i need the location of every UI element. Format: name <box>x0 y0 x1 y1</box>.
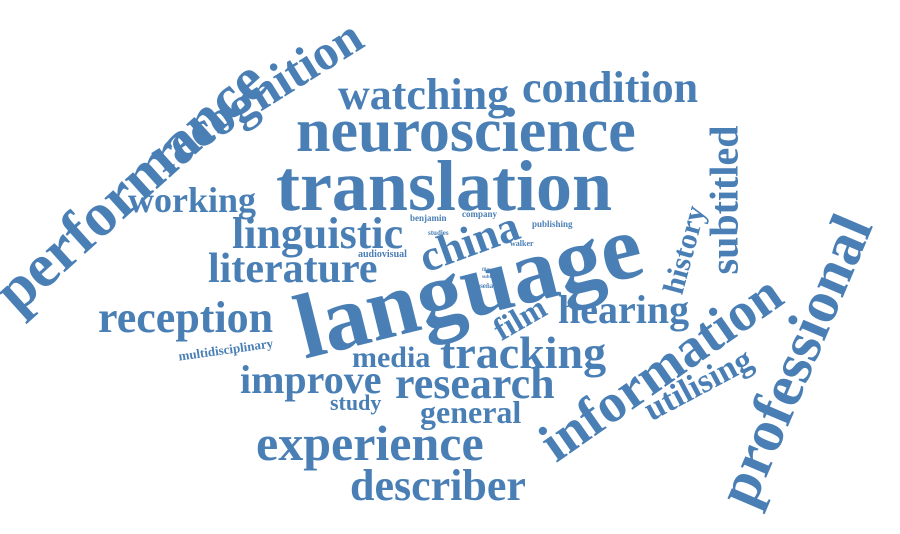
word-research: research <box>395 359 555 408</box>
word-company: company <box>462 209 498 219</box>
word-experience: experience <box>256 415 484 471</box>
word-reception: reception <box>98 293 274 342</box>
word-study: study <box>330 390 382 415</box>
word-resena: reseña <box>474 282 494 290</box>
word-publishing: publishing <box>532 219 573 229</box>
word-working: working <box>128 180 257 220</box>
word-tiny-a: films <box>482 268 493 273</box>
word-linguistic: linguistic <box>232 209 404 258</box>
word-tiny-b: subti <box>482 275 493 280</box>
word-media: media <box>352 341 431 374</box>
word-subtitled: subtitled <box>701 125 747 275</box>
word-condition: condition <box>522 63 699 112</box>
word-benjamin: benjamin <box>410 213 447 223</box>
word-general: general <box>420 394 522 430</box>
word-neuroscience: neuroscience <box>296 97 636 165</box>
word-walker: walker <box>510 239 534 248</box>
word-translation: translation <box>276 146 613 226</box>
word-hearing: hearing <box>558 287 690 332</box>
word-watching: watching <box>338 70 510 119</box>
word-literature: literature <box>208 246 378 292</box>
word-describer: describer <box>350 461 526 510</box>
word-studies: studies <box>428 229 449 237</box>
word-tracking: tracking <box>440 327 607 378</box>
word-improve: improve <box>240 357 382 402</box>
word-audiovisual: audiovisual <box>358 249 407 260</box>
